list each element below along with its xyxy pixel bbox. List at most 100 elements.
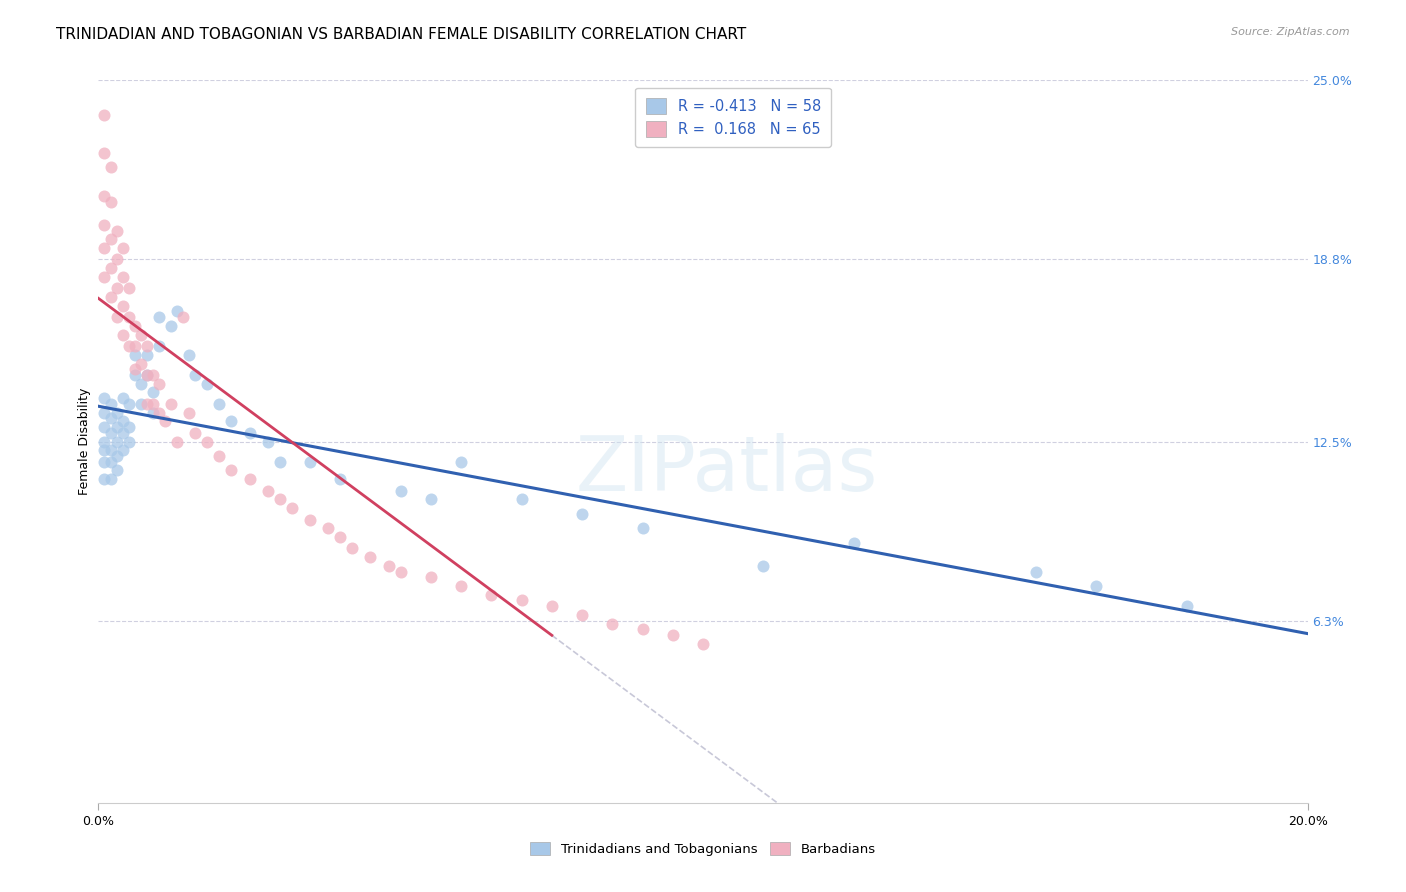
Point [221,414,243,428]
Point [299,455,322,469]
Point [100,160,122,174]
Point [118,434,141,449]
Point [142,385,165,400]
Point [481,588,503,602]
Point [256,483,278,498]
Point [100,425,122,440]
Point [269,455,291,469]
Point [124,368,146,382]
Point [342,541,364,556]
Point [450,455,472,469]
Point [111,443,134,458]
Point [118,420,141,434]
Point [571,507,593,521]
Point [135,339,157,353]
Point [316,521,339,535]
Text: Source: ZipAtlas.com: Source: ZipAtlas.com [1232,27,1350,37]
Point [389,483,412,498]
Point [100,472,122,486]
Point [281,501,304,516]
Point [105,434,128,449]
Point [118,281,141,295]
Point [602,616,624,631]
Point [124,362,146,376]
Point [166,434,188,449]
Point [129,357,152,371]
Point [135,368,157,382]
Point [105,252,128,267]
Point [510,593,533,607]
Point [93,455,115,469]
Point [93,218,115,232]
Point [184,425,207,440]
Point [160,318,183,333]
Point [105,223,128,237]
Point [1024,565,1046,579]
Point [100,194,122,209]
Point [389,565,412,579]
Point [100,443,122,458]
Point [221,463,243,477]
Point [105,420,128,434]
Point [661,628,683,642]
Text: ZIPatlas: ZIPatlas [576,434,879,508]
Point [631,623,654,637]
Point [420,570,443,584]
Point [129,376,152,391]
Point [329,530,352,544]
Point [239,472,262,486]
Point [540,599,562,614]
Point [111,425,134,440]
Point [111,414,134,428]
Point [179,348,201,362]
Point [631,521,654,535]
Y-axis label: Female Disability: Female Disability [79,388,91,495]
Point [105,449,128,463]
Point [93,241,115,255]
Point [111,327,134,342]
Point [93,443,115,458]
Point [269,492,291,507]
Point [166,304,188,318]
Point [124,348,146,362]
Point [142,406,165,420]
Point [135,348,157,362]
Point [239,425,262,440]
Point [360,550,382,565]
Point [184,368,207,382]
Point [105,281,128,295]
Point [93,269,115,284]
Point [111,241,134,255]
Point [111,299,134,313]
Point [195,376,218,391]
Point [510,492,533,507]
Point [105,310,128,325]
Point [105,406,128,420]
Point [100,290,122,304]
Point [195,434,218,449]
Point [256,434,278,449]
Point [118,310,141,325]
Point [153,414,176,428]
Point [172,310,194,325]
Point [100,232,122,246]
Point [93,434,115,449]
Point [100,261,122,276]
Point [135,368,157,382]
Point [148,376,170,391]
Point [844,535,866,549]
Point [111,391,134,405]
Point [93,391,115,405]
Point [142,368,165,382]
Point [148,310,170,325]
Point [118,339,141,353]
Point [1085,579,1108,593]
Point [93,420,115,434]
Point [100,455,122,469]
Point [160,397,183,411]
Legend: Trinidadians and Tobagonians, Barbadians: Trinidadians and Tobagonians, Barbadians [524,837,882,862]
Point [752,558,775,573]
Point [118,397,141,411]
Point [93,108,115,122]
Point [93,145,115,160]
